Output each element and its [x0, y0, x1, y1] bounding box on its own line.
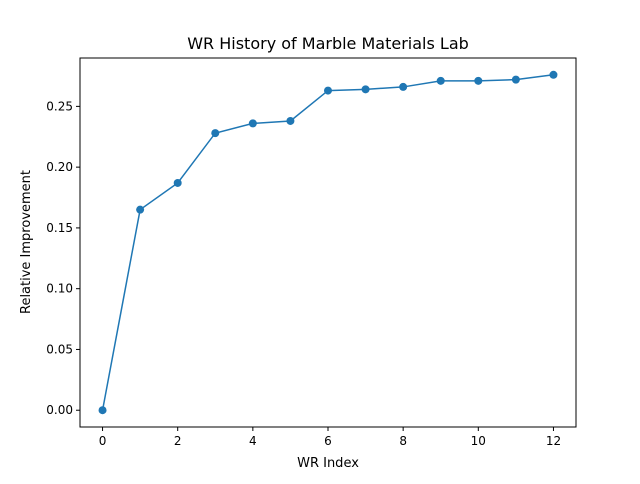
x-axis-ticks: 0 2 4 6 8 10 12 [99, 427, 561, 448]
data-point [361, 85, 370, 94]
x-tick-label: 8 [399, 434, 407, 448]
data-point [474, 76, 483, 85]
x-tick-label: 6 [324, 434, 332, 448]
data-point [98, 406, 107, 415]
data-point [286, 116, 295, 125]
data-point [436, 76, 445, 85]
y-tick-label: 0.10 [46, 282, 73, 296]
data-point [399, 82, 408, 91]
y-tick-label: 0.15 [46, 221, 73, 235]
x-tick-label: 12 [546, 434, 561, 448]
data-point [511, 75, 520, 84]
x-tick-label: 0 [99, 434, 107, 448]
x-tick-label: 10 [471, 434, 486, 448]
y-tick-label: 0.00 [46, 403, 73, 417]
y-tick-label: 0.25 [46, 99, 73, 113]
data-point [211, 129, 220, 138]
data-point [549, 70, 558, 79]
data-point [248, 119, 257, 128]
x-tick-label: 4 [249, 434, 257, 448]
plot-frame [79, 57, 577, 428]
data-point [173, 178, 182, 187]
y-axis-label: Relative Improvement [19, 170, 34, 314]
y-axis-ticks: 0.00 0.05 0.10 0.15 0.20 0.25 [46, 99, 80, 417]
series-layer [98, 70, 558, 415]
x-axis-label: WR Index [297, 456, 359, 471]
data-point [324, 86, 332, 95]
x-tick-label: 2 [174, 434, 182, 448]
y-tick-label: 0.05 [46, 342, 73, 356]
data-point [136, 205, 145, 214]
y-tick-label: 0.20 [46, 160, 73, 174]
chart-title: WR History of Marble Materials Lab [187, 34, 469, 53]
